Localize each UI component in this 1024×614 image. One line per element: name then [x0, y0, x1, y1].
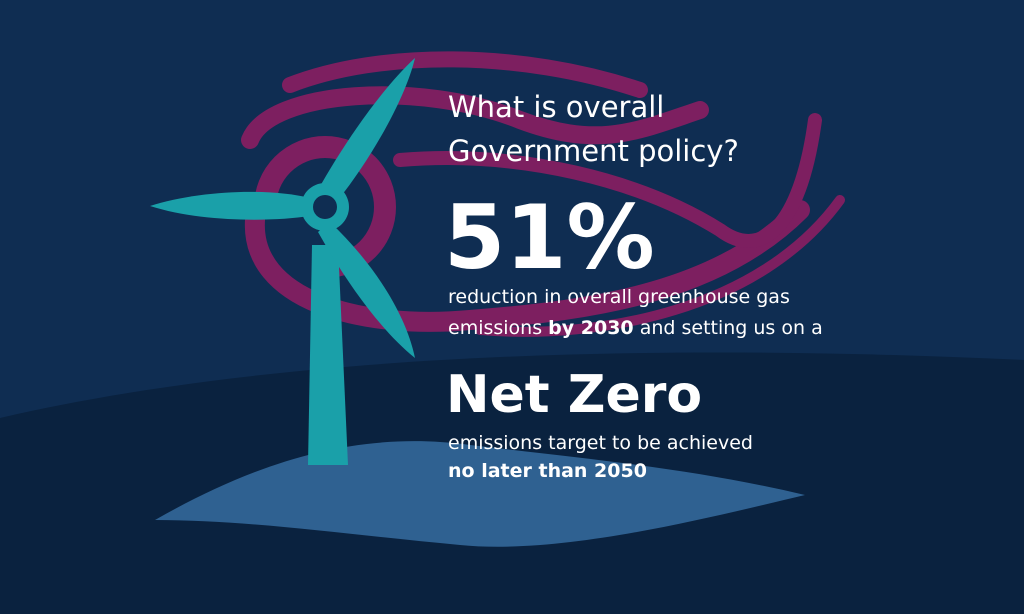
target-detail-bold: no later than 2050: [448, 460, 647, 482]
headline: 51%: [444, 186, 655, 289]
detail-bold: by 2030: [548, 317, 633, 339]
wind-turbine: [150, 58, 415, 465]
ground: [155, 441, 805, 547]
detail-text: emissions: [448, 317, 548, 339]
detail-line: emissions by 2030 and setting us on a: [448, 317, 823, 339]
target: Net Zero: [446, 365, 702, 425]
target-detail: emissions target to be achieved: [448, 432, 753, 454]
detail-text: and setting us on a: [634, 317, 823, 339]
question-line: What is overall: [448, 90, 664, 124]
question-line: Government policy?: [448, 134, 739, 168]
wind-swirls: [241, 51, 845, 337]
detail-line: reduction in overall greenhouse gas: [448, 286, 790, 308]
